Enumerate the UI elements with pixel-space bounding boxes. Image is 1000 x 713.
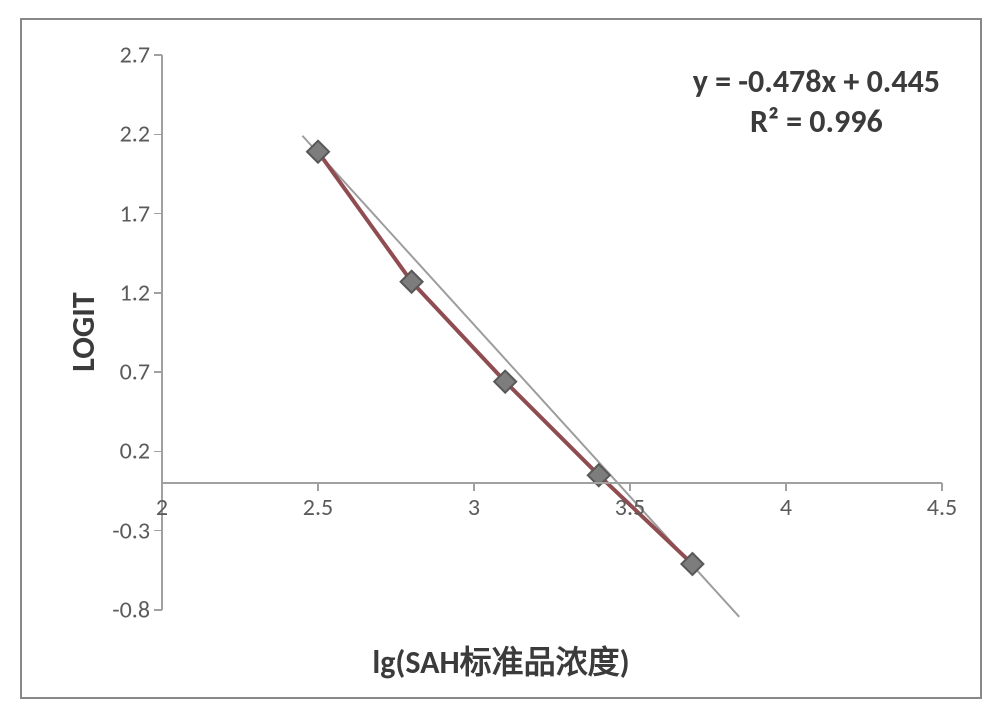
x-tick [785, 483, 787, 491]
y-tick [154, 451, 162, 453]
x-tick-label: 4.5 [927, 493, 957, 522]
y-tick [154, 134, 162, 136]
y-tick-label: -0.8 [90, 596, 150, 625]
x-tick [161, 483, 163, 491]
x-tick-label: 4 [780, 493, 792, 522]
y-axis [161, 55, 163, 610]
y-tick [154, 292, 162, 294]
x-tick [473, 483, 475, 491]
y-tick [154, 54, 162, 56]
x-tick-label: 3 [468, 493, 480, 522]
y-tick-label: 1.2 [90, 278, 150, 307]
chart-svg [162, 55, 942, 610]
x-tick [317, 483, 319, 491]
y-tick [154, 530, 162, 532]
x-axis-label: lg(SAH标准品浓度) [372, 637, 629, 683]
y-tick-label: 2.2 [90, 120, 150, 149]
y-tick [154, 213, 162, 215]
x-tick-label: 2.5 [303, 493, 333, 522]
x-tick [629, 483, 631, 491]
y-tick [154, 609, 162, 611]
y-tick-label: 0.7 [90, 358, 150, 387]
y-tick-label: -0.3 [90, 516, 150, 545]
y-tick-label: 2.7 [90, 41, 150, 70]
y-tick [154, 371, 162, 373]
x-axis [162, 482, 942, 484]
x-tick-label: 2 [156, 493, 168, 522]
y-tick-label: 1.7 [90, 199, 150, 228]
plot-area [162, 55, 942, 610]
x-tick [941, 483, 943, 491]
chart-frame: LOGIT lg(SAH标准品浓度) y = -0.478x + 0.445 R… [20, 18, 982, 699]
x-tick-label: 3.5 [615, 493, 645, 522]
y-tick-label: 0.2 [90, 437, 150, 466]
